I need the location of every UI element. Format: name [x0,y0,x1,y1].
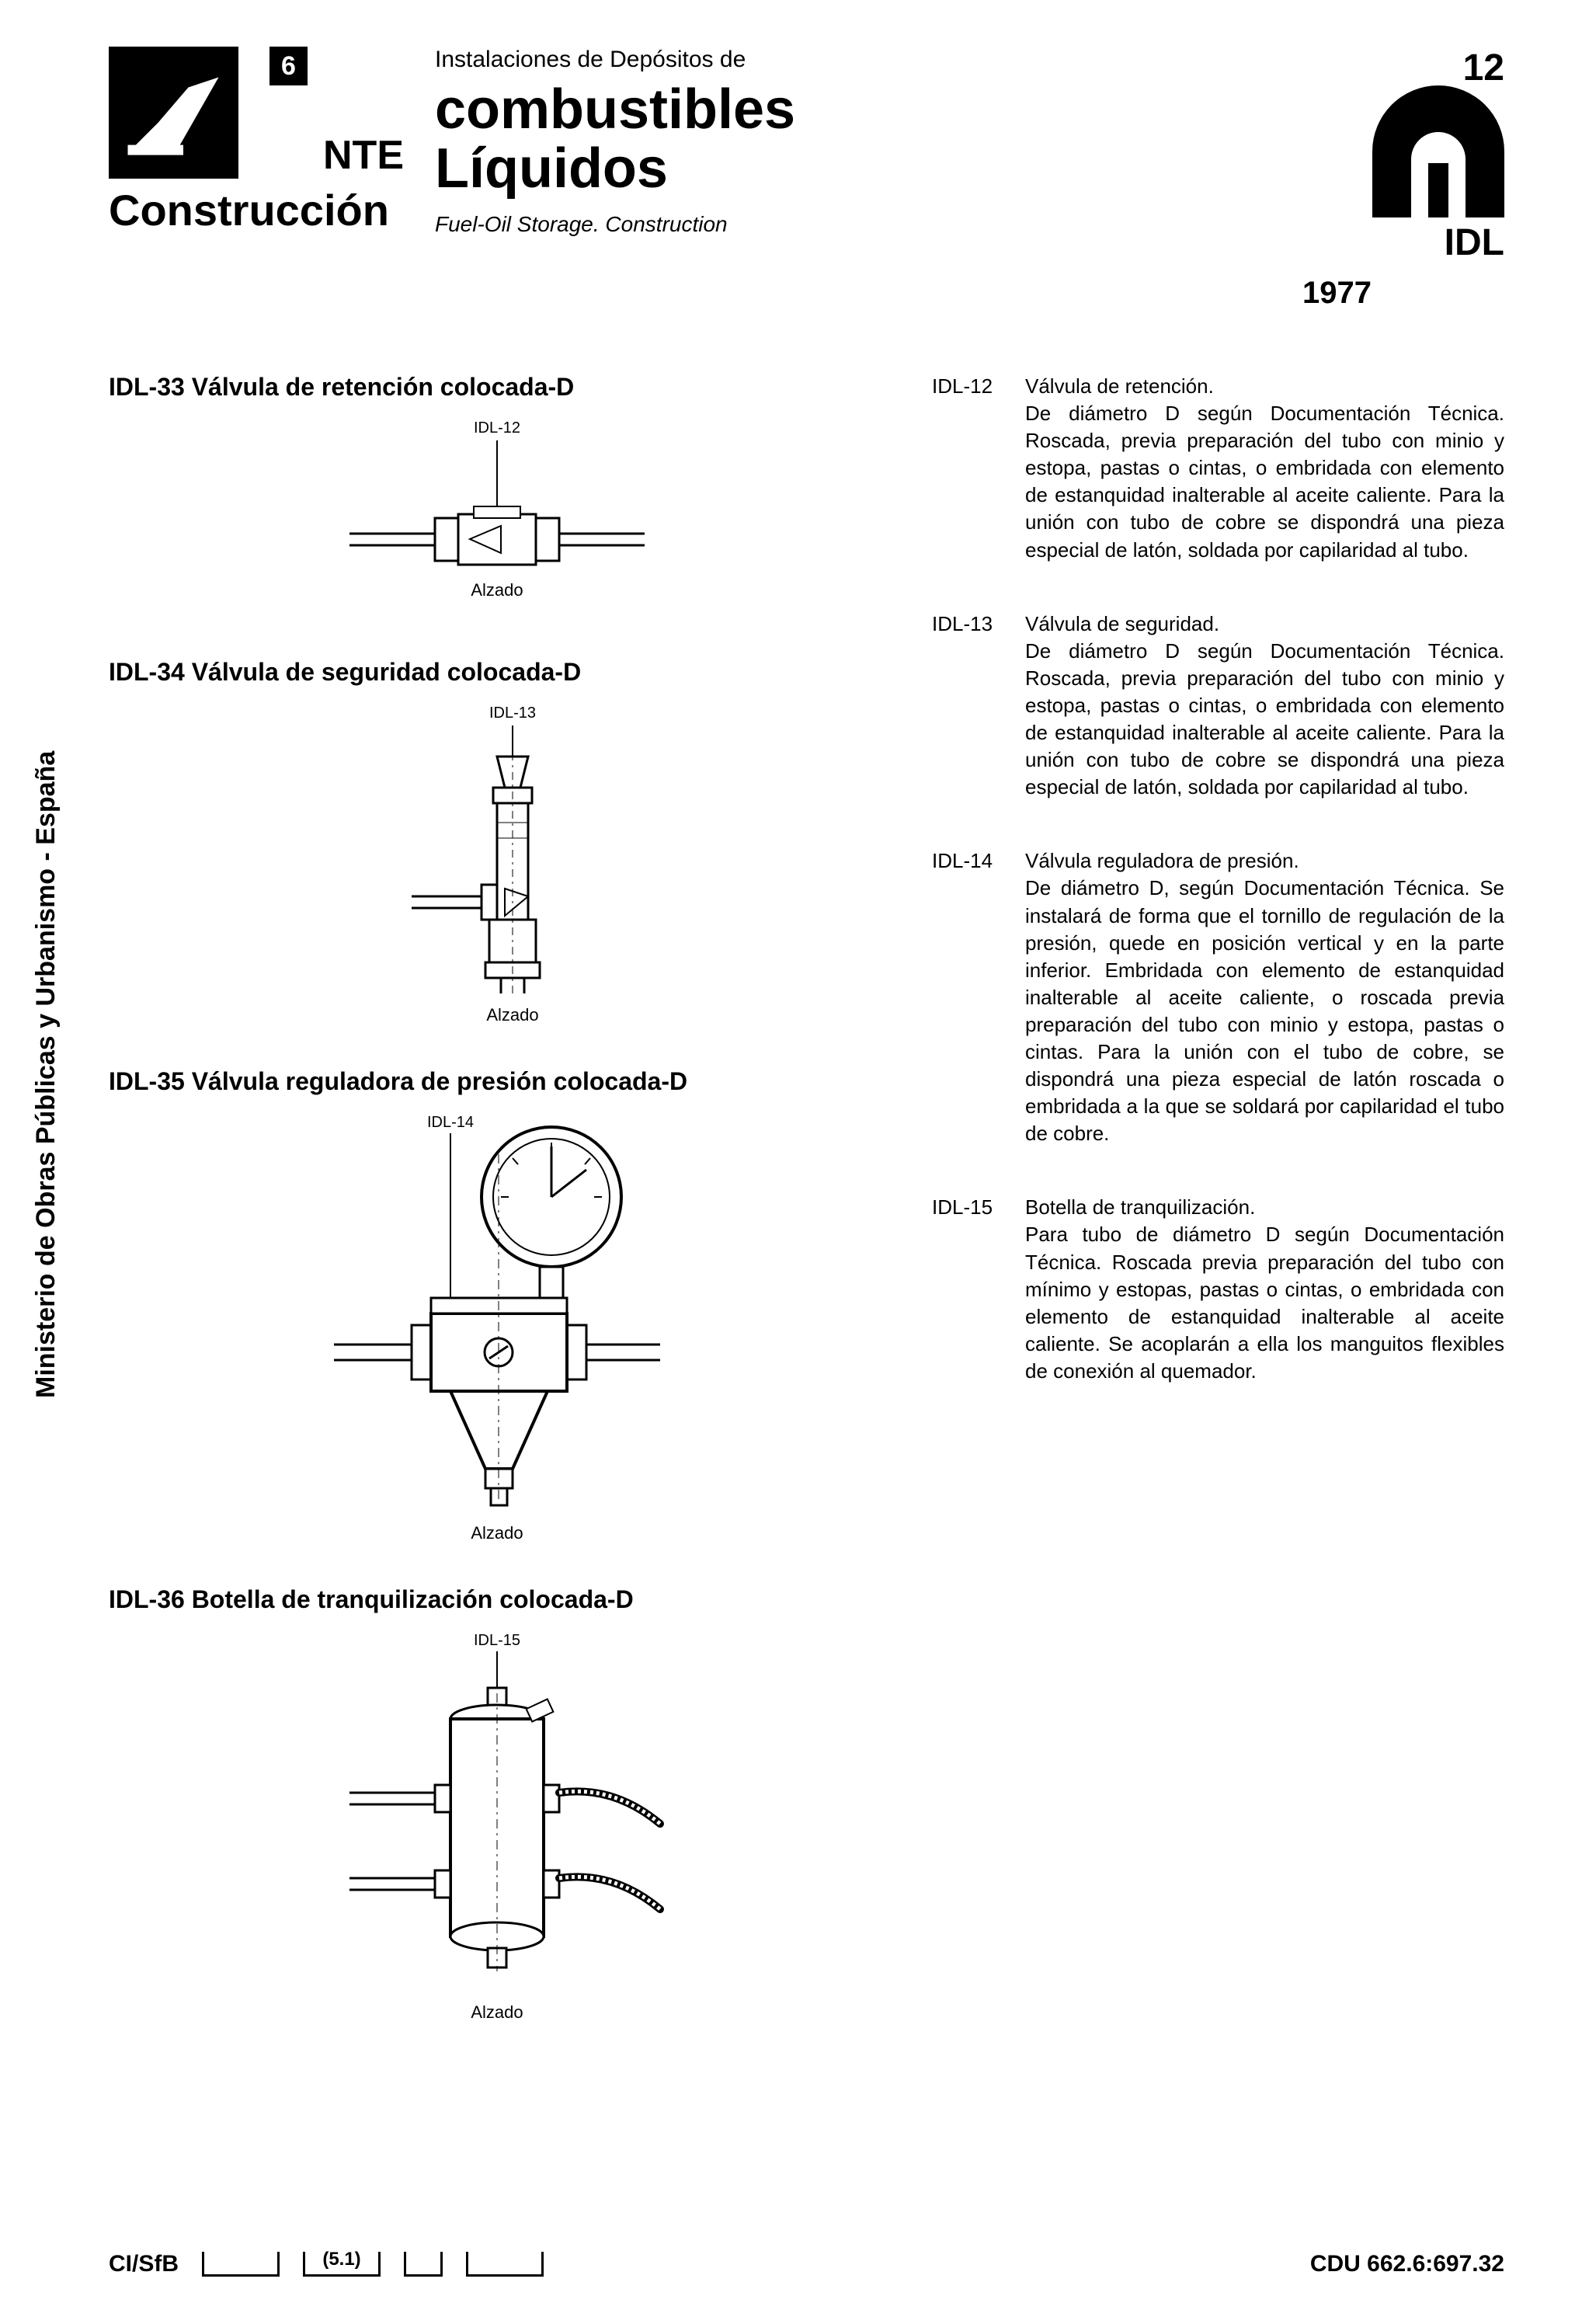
view-label: Alzado [471,1523,523,1543]
trowel-logo [109,47,238,179]
section-code: IDL-35 [109,1067,185,1095]
specs-column: IDL-12 Válvula de retención. De diámetro… [932,373,1504,2072]
section-number-badge: 6 [269,47,308,85]
spec-title: Botella de tranquilización. [1025,1195,1255,1219]
diagrams-column: IDL-33 Válvula de retención colocada-D I… [109,373,885,2072]
section-title: Válvula de retención colocada-D [192,373,575,401]
header-right: 12 IDL 1977 [1302,47,1504,311]
spec-code: IDL-12 [932,373,1025,564]
header-left: 6 NTE Construcción [109,47,404,235]
spec-title: Válvula de retención. [1025,374,1214,398]
diagram-check-valve: IDL-12 Alzado [109,417,885,619]
spec-idl-14: IDL-14 Válvula reguladora de presión. De… [932,847,1504,1147]
section-idl-36: IDL-36 Botella de tranquilización coloca… [109,1585,885,2034]
content-area: IDL-33 Válvula de retención colocada-D I… [109,373,1504,2072]
idl-label: IDL [1445,221,1504,264]
title-line-1: combustibles [435,78,795,141]
header-center: Instalaciones de Depósitos de combustibl… [404,47,1302,237]
spec-text: Para tubo de diámetro D según Documentac… [1025,1223,1504,1382]
nte-label: NTE [323,132,404,179]
callout-label: IDL-14 [427,1114,474,1131]
section-idl-34: IDL-34 Válvula de seguridad colocada-D I… [109,658,885,1028]
spec-text: De diámetro D según Documentación Técnic… [1025,402,1504,561]
main-title: combustibles Líquidos [435,81,1271,198]
construccion-label: Construcción [109,185,404,235]
pretitle: Instalaciones de Depósitos de [435,47,1271,73]
view-label: Alzado [471,580,523,600]
section-code: IDL-33 [109,373,185,401]
footer-left: CI/SfB (5.1) [109,2251,544,2277]
page-number: 12 [1463,47,1504,89]
idl-logo-icon [1372,85,1504,217]
spec-idl-12: IDL-12 Válvula de retención. De diámetro… [932,373,1504,564]
section-code: IDL-34 [109,658,185,686]
callout-label: IDL-12 [474,419,520,437]
page-footer: CI/SfB (5.1) CDU 662.6:697.32 [109,2251,1504,2277]
year-label: 1977 [1302,276,1504,311]
section-idl-33: IDL-33 Válvula de retención colocada-D I… [109,373,885,619]
spec-text: De diámetro D, según Documentación Técni… [1025,876,1504,1145]
callout-label: IDL-13 [489,705,536,722]
view-label: Alzado [486,1005,538,1025]
ministry-side-label: Ministerio de Obras Públicas y Urbanismo… [31,751,61,1398]
spec-idl-15: IDL-15 Botella de tranquilización. Para … [932,1194,1504,1385]
section-title: Botella de tranquilización colocada-D [192,1585,634,1613]
section-title: Válvula de seguridad colocada-D [192,658,581,686]
spec-code: IDL-15 [932,1194,1025,1385]
spec-text: De diámetro D según Documentación Técnic… [1025,639,1504,798]
spec-idl-13: IDL-13 Válvula de seguridad. De diámetro… [932,611,1504,802]
spec-title: Válvula de seguridad. [1025,612,1219,635]
view-label: Alzado [471,2002,523,2022]
subtitle-english: Fuel-Oil Storage. Construction [435,212,1271,237]
diagram-calming-bottle: IDL-15 [109,1630,885,2034]
page-header: 6 NTE Construcción Instalaciones de Depó… [109,47,1504,311]
cisfb-code: (5.1) [322,2249,360,2270]
diagram-safety-valve: IDL-13 Alzado [109,702,885,1028]
cisfb-label: CI/SfB [109,2251,179,2277]
title-line-2: Líquidos [435,137,668,200]
section-code: IDL-36 [109,1585,185,1613]
callout-label: IDL-15 [474,1632,520,1649]
spec-code: IDL-13 [932,611,1025,802]
section-idl-35: IDL-35 Válvula reguladora de presión col… [109,1067,885,1546]
spec-title: Válvula reguladora de presión. [1025,849,1299,872]
section-title: Válvula reguladora de presión colocada-D [192,1067,687,1095]
cdu-code: CDU 662.6:697.32 [1310,2251,1504,2277]
spec-code: IDL-14 [932,847,1025,1147]
diagram-pressure-regulator: IDL-14 [109,1112,885,1546]
